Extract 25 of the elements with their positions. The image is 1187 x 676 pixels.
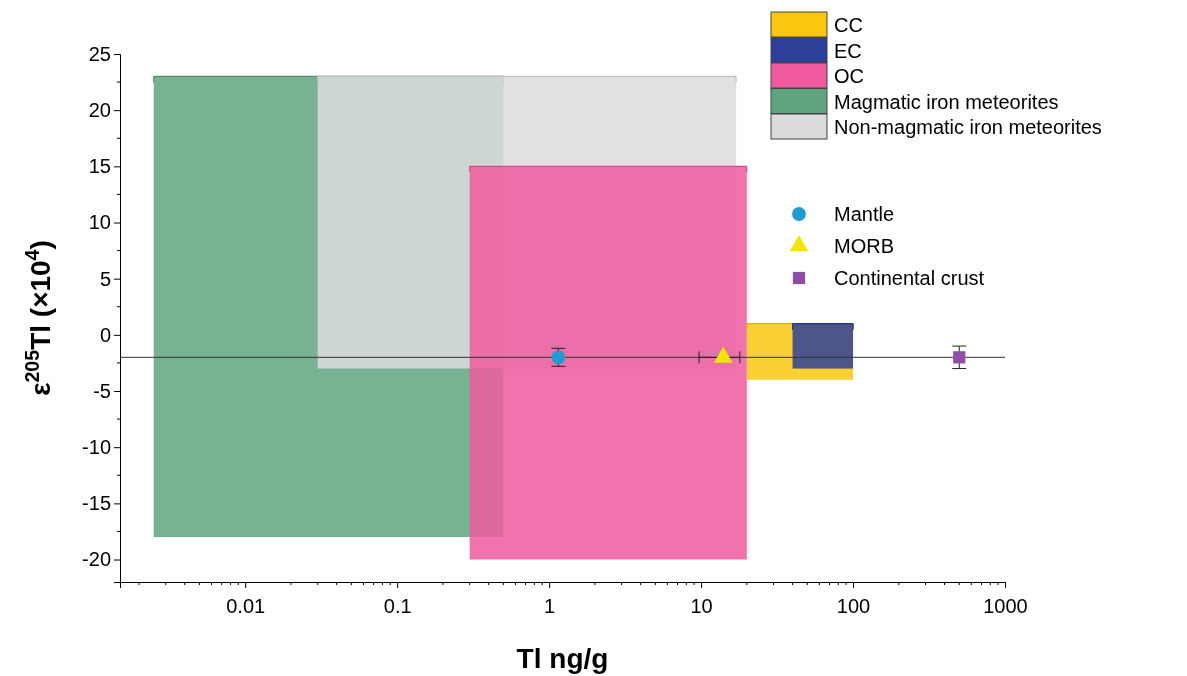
legend-label: EC — [834, 39, 862, 62]
x-tick-label: 0.1 — [383, 595, 412, 617]
legend-label: Mantle — [834, 203, 895, 225]
y-tick-label: -20 — [82, 548, 111, 571]
legend-label: OC — [834, 65, 864, 87]
y-tick-label: -10 — [82, 436, 111, 459]
y-tick-label: 5 — [99, 267, 111, 290]
x-tick-label: 10 — [690, 595, 713, 617]
y-tick-label: -5 — [93, 379, 111, 402]
legend-label: Non-magmatic iron meteorites — [834, 116, 1102, 138]
legend-label: CC — [834, 14, 863, 36]
y-tick-label: 25 — [88, 42, 111, 65]
legend-label: Magmatic iron meteorites — [834, 90, 1059, 113]
x-tick-label: 1 — [544, 595, 556, 617]
y-tick-label: 10 — [88, 211, 111, 234]
x-tick-label: 1000 — [983, 595, 1028, 617]
x-axis-title: Tl ng/g — [516, 643, 609, 674]
y-tick-label: 20 — [88, 99, 111, 122]
x-tick-label: 0.01 — [226, 595, 266, 617]
y-tick-label: 0 — [99, 323, 111, 346]
x-tick-label: 100 — [836, 595, 871, 617]
y-tick-label: 15 — [88, 155, 111, 178]
y-tick-label: -15 — [82, 492, 111, 515]
legend-label: Continental crust — [834, 267, 985, 289]
legend-label: MORB — [834, 235, 894, 257]
